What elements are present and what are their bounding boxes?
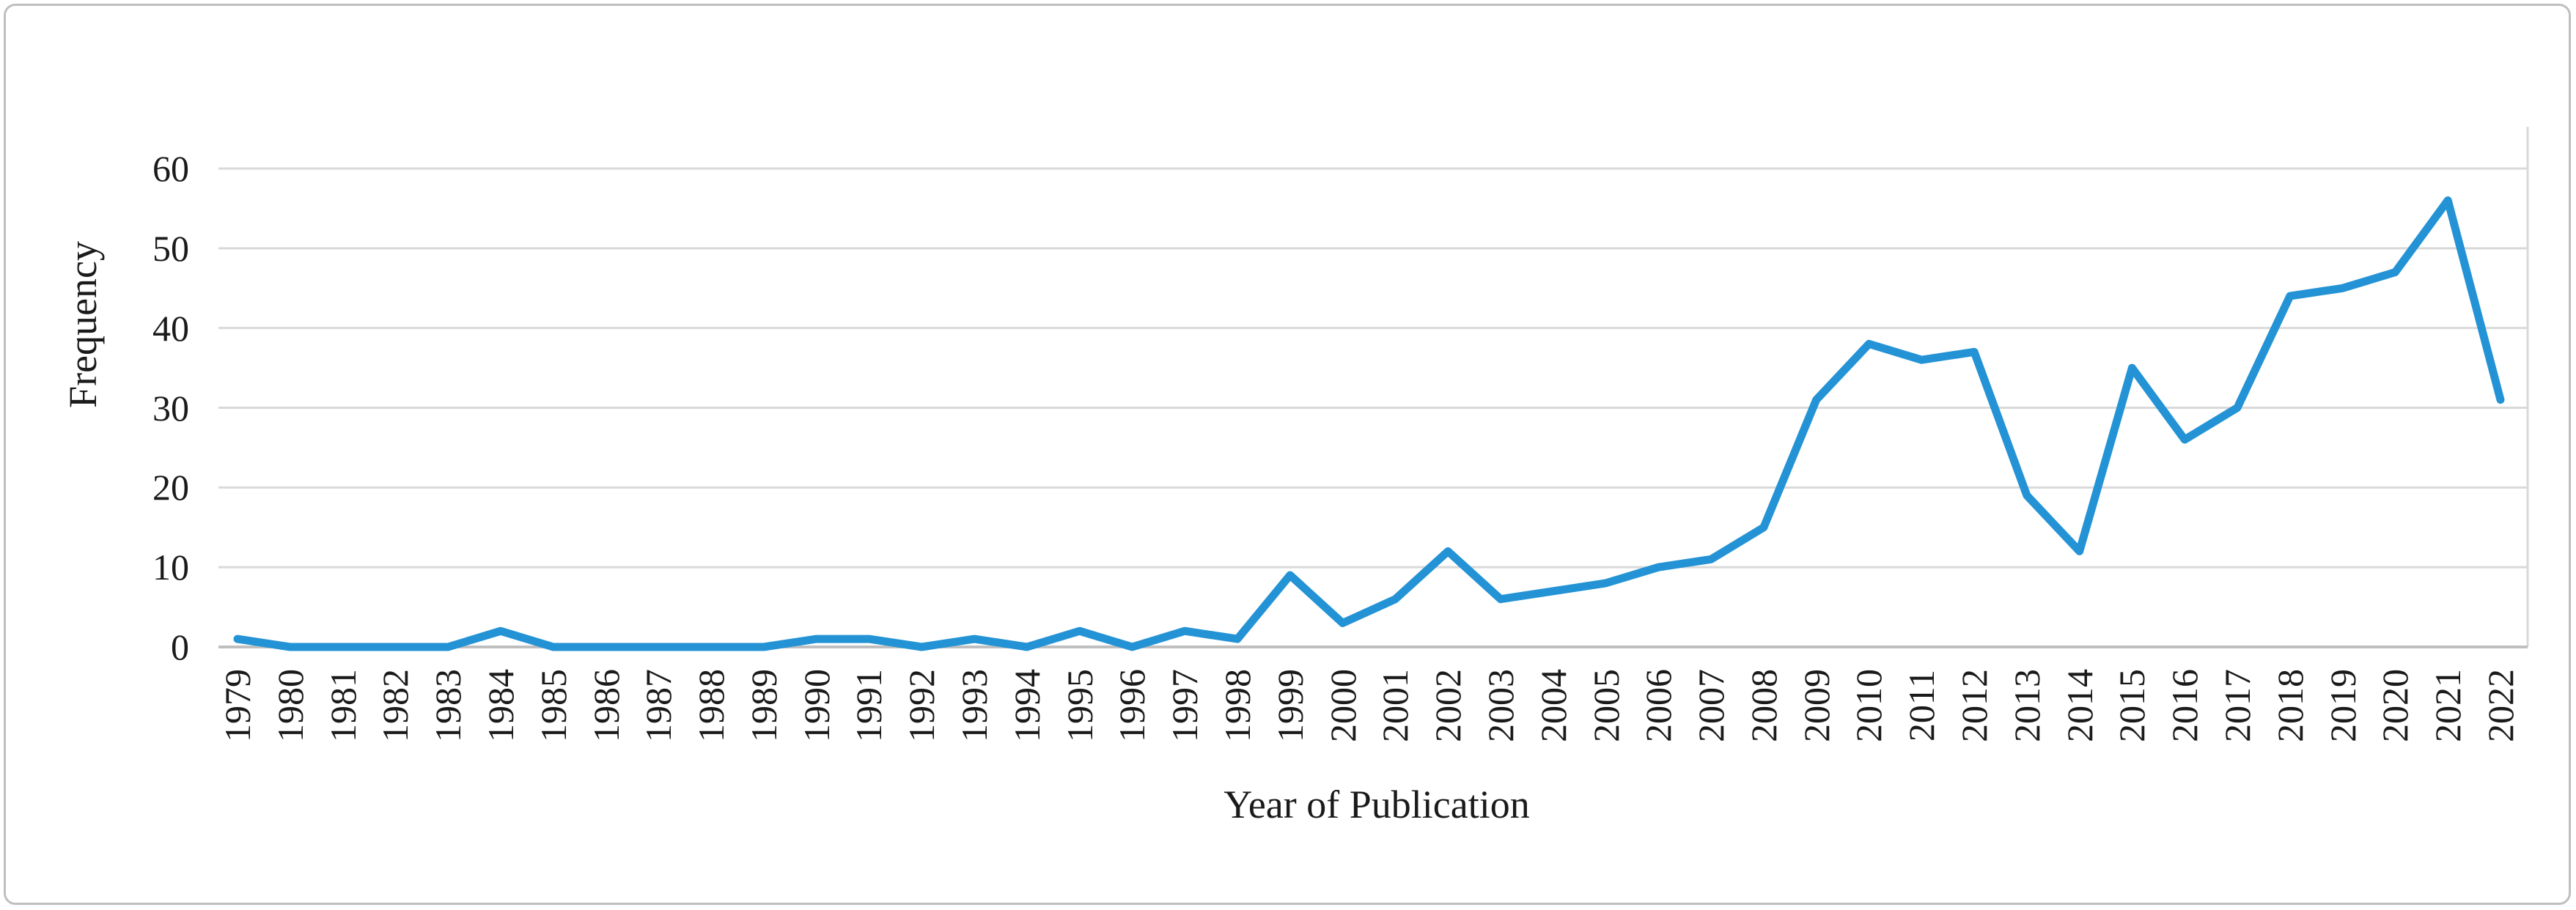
y-tick-label: 40 — [152, 307, 189, 349]
x-tick-label: 1988 — [691, 669, 732, 742]
x-tick-label: 2014 — [2058, 669, 2100, 742]
x-tick-label: 1982 — [375, 669, 416, 742]
x-tick-label: 2011 — [1901, 669, 1943, 742]
x-tick-label: 2022 — [2479, 669, 2521, 742]
x-tick-label: 2004 — [1532, 669, 1574, 742]
y-tick-label: 50 — [152, 227, 189, 269]
x-tick-label: 2017 — [2217, 669, 2259, 742]
x-tick-label: 1981 — [322, 669, 364, 742]
x-tick-label: 1985 — [532, 669, 574, 742]
data-line-frequency — [233, 196, 2505, 651]
x-tick-label: 2020 — [2374, 669, 2416, 742]
x-tick-label: 1979 — [217, 669, 258, 742]
x-tick-label: 2016 — [2164, 669, 2206, 742]
y-tick-label: 10 — [152, 547, 189, 588]
chart-figure: Frequency 0 10 20 30 40 50 60 1979 1980 1981 1982… — [4, 4, 2571, 905]
x-tick-label: 1993 — [954, 669, 996, 742]
x-tick-label: 1991 — [848, 669, 890, 742]
x-tick-label: 1997 — [1164, 669, 1206, 742]
x-tick-label: 1987 — [638, 669, 680, 742]
x-tick-label: 1995 — [1059, 669, 1100, 742]
x-axis-title: Year of Publication — [1223, 783, 1530, 826]
x-tick-label: 2015 — [2111, 669, 2153, 742]
x-tick-label: 1998 — [1217, 669, 1258, 742]
x-tick-label: 2012 — [1954, 669, 1995, 742]
x-tick-label: 1984 — [479, 669, 521, 742]
x-tick-label: 2001 — [1375, 669, 1416, 742]
x-tick-label: 1992 — [901, 669, 943, 742]
x-tick-label: 2019 — [2322, 669, 2363, 742]
x-tick-label: 1980 — [269, 669, 311, 742]
x-tick-label: 2009 — [1795, 669, 1837, 742]
x-tick-label: 2006 — [1638, 669, 1679, 742]
x-tick-label: 2021 — [2427, 669, 2469, 742]
y-tick-label: 20 — [152, 467, 189, 508]
x-tick-label: 2003 — [1479, 669, 1521, 742]
x-tick-label: 2000 — [1322, 669, 1364, 742]
y-tick-label: 30 — [152, 387, 189, 429]
x-tick-label: 2018 — [2269, 669, 2311, 742]
x-tick-label: 2007 — [1690, 669, 1732, 742]
x-tick-label: 1986 — [585, 669, 627, 742]
plot-area — [218, 127, 2529, 651]
x-tick-label: 2002 — [1427, 669, 1469, 742]
x-tick-label: 1999 — [1269, 669, 1311, 742]
x-tick-label: 2008 — [1743, 669, 1784, 742]
x-tick-label: 2013 — [2006, 669, 2047, 742]
x-tick-label: 1994 — [1006, 669, 1048, 742]
x-tick-label: 1983 — [427, 669, 469, 742]
x-tick-label: 2005 — [1585, 669, 1627, 742]
x-tick-label: 1989 — [743, 669, 784, 742]
x-tick-label: 2010 — [1848, 669, 1890, 742]
y-tick-label: 60 — [152, 148, 189, 189]
y-tick-label: 0 — [171, 626, 189, 667]
x-tick-label: 1990 — [795, 669, 837, 742]
x-tick-label: 1996 — [1111, 669, 1153, 742]
